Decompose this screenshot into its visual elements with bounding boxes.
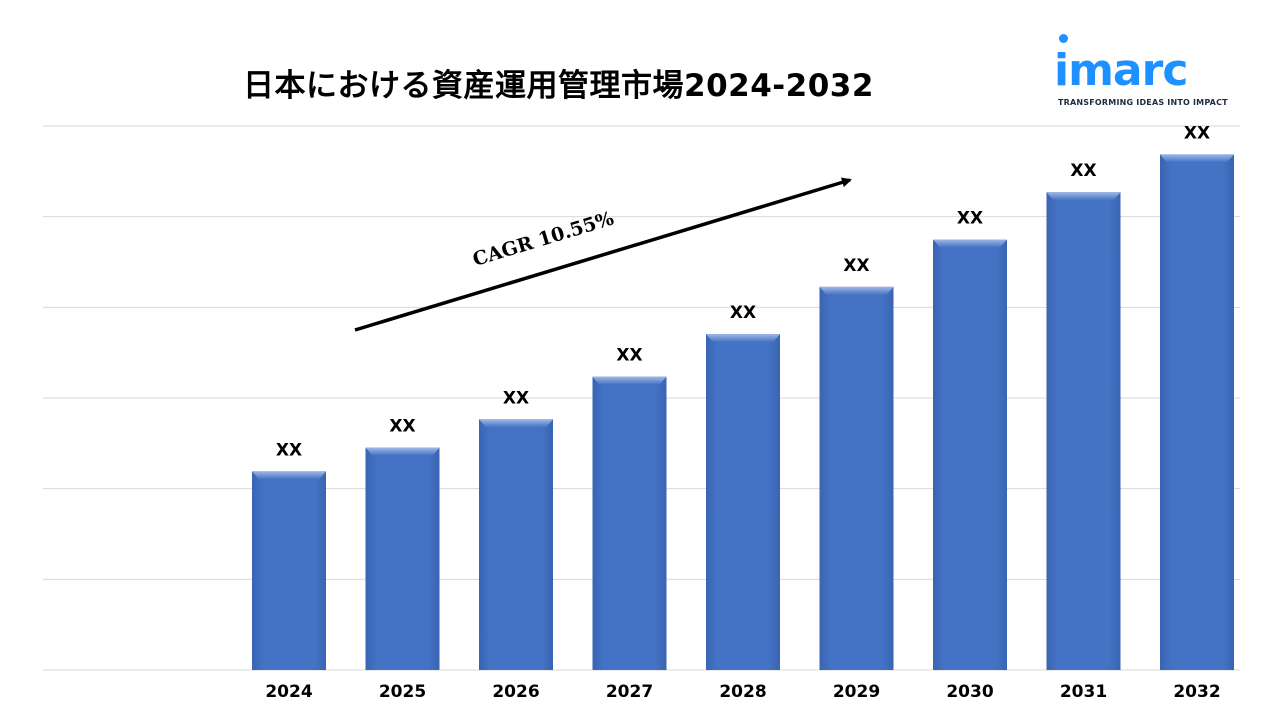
- bar-2030: [933, 239, 1007, 670]
- bar-top-bevel: [479, 419, 553, 428]
- x-tick-label: 2025: [379, 682, 426, 702]
- bar-top-bevel: [252, 471, 326, 480]
- chart-title: 日本における資産運用管理市場2024-2032: [243, 68, 874, 104]
- bar-body: [479, 419, 553, 670]
- bar-2027: [592, 376, 667, 670]
- x-tick-label: 2030: [946, 682, 993, 702]
- x-tick-label: 2026: [492, 682, 539, 702]
- bar-data-label: XX: [503, 388, 529, 408]
- bar-body: [933, 239, 1007, 670]
- bar-2025: [365, 447, 440, 670]
- bar-top-bevel: [365, 447, 440, 456]
- x-tick-label: 2032: [1173, 682, 1220, 702]
- x-tick-label: 2029: [833, 682, 880, 702]
- bar-top-bevel: [819, 286, 894, 295]
- bar-top-bevel: [592, 376, 667, 385]
- bar-2028: [706, 334, 780, 670]
- bar-data-label: XX: [389, 417, 415, 437]
- logo-wordmark: imarc: [1054, 45, 1188, 96]
- logo-dot-icon: [1059, 34, 1068, 43]
- x-tick-label: 2031: [1060, 682, 1107, 702]
- bar-body: [365, 447, 440, 670]
- cagr-arrow: [354, 177, 852, 332]
- bar-body: [706, 334, 780, 670]
- imarc-logo: imarc TRANSFORMING IDEAS INTO IMPACT: [1054, 32, 1240, 112]
- bar-data-label: XX: [843, 256, 869, 276]
- bar-data-label: XX: [730, 303, 756, 323]
- bar-top-bevel: [1046, 192, 1121, 201]
- bar-data-label: XX: [616, 346, 642, 366]
- bar-2029: [819, 286, 894, 670]
- bar-body: [252, 471, 326, 670]
- logo-tagline: TRANSFORMING IDEAS INTO IMPACT: [1058, 98, 1228, 107]
- bar-top-bevel: [1160, 154, 1234, 163]
- bar-2026: [479, 419, 553, 670]
- bar-2024: [252, 471, 326, 670]
- bar-top-bevel: [706, 334, 780, 343]
- x-tick-label: 2024: [265, 682, 312, 702]
- bar-2031: [1046, 192, 1121, 671]
- bar-body: [1160, 154, 1234, 670]
- x-tick-label: 2028: [719, 682, 766, 702]
- bar-data-label: XX: [1184, 123, 1210, 143]
- bar-data-label: XX: [276, 440, 302, 460]
- bar-body: [819, 286, 894, 670]
- bar-data-label: XX: [957, 209, 983, 229]
- bar-body: [1046, 192, 1121, 671]
- bar-2032: [1160, 154, 1234, 670]
- x-tick-label: 2027: [606, 682, 653, 702]
- bar-data-label: XX: [1070, 161, 1096, 181]
- bar-body: [592, 376, 667, 670]
- bar-top-bevel: [933, 239, 1007, 248]
